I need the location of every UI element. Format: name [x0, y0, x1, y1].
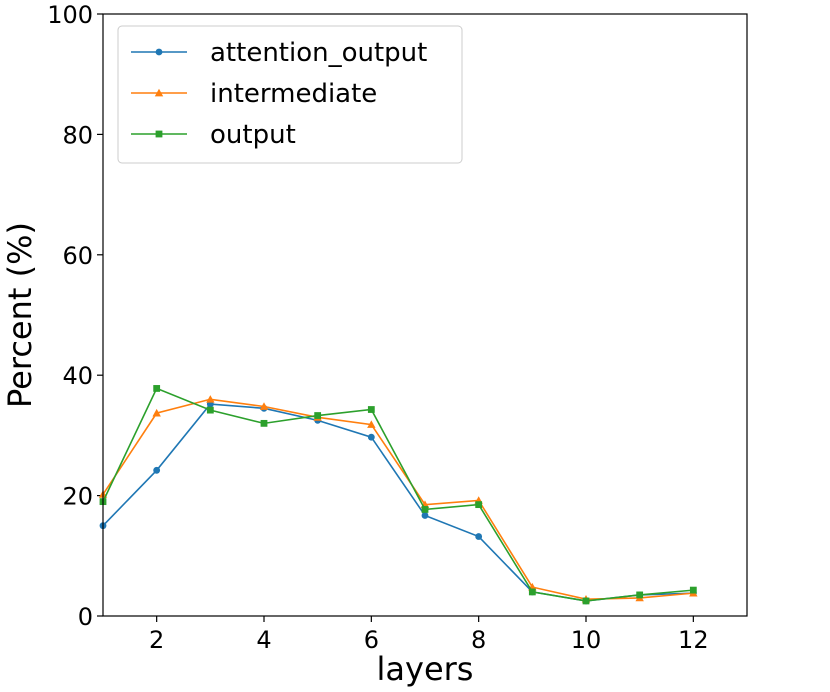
data-point [153, 466, 161, 474]
data-point [475, 501, 483, 509]
series-attention-output [99, 400, 697, 605]
data-point [367, 406, 375, 413]
legend-label: output [210, 120, 296, 150]
data-point [314, 412, 322, 419]
x-tick-label: 2 [149, 626, 164, 654]
data-point [206, 406, 214, 414]
legend-item: output [131, 120, 296, 150]
series-layer [98, 385, 698, 605]
series-line [102, 398, 694, 600]
x-tick-label: 6 [364, 626, 379, 654]
legend-label: attention_output [210, 38, 427, 68]
x-tick-label: 10 [571, 626, 602, 654]
y-tick-label: 100 [47, 1, 93, 29]
legend-marker [155, 130, 163, 138]
y-axis-label: Percent (%) [1, 222, 39, 408]
data-point [259, 402, 269, 410]
legend-marker [154, 88, 164, 97]
data-point [421, 506, 429, 513]
x-tick-label: 12 [678, 626, 709, 654]
legend-item: intermediate [131, 79, 377, 109]
y-tick-label: 20 [62, 483, 93, 511]
data-point [152, 408, 161, 417]
data-point [475, 533, 483, 540]
series-intermediate [98, 395, 698, 603]
data-point [153, 385, 161, 392]
series-line [102, 387, 694, 602]
data-point [582, 597, 590, 605]
data-point [367, 420, 376, 428]
legend: attention_output intermediate output [117, 25, 463, 164]
data-point [636, 591, 644, 599]
legend-box [117, 25, 463, 164]
x-tick-label: 8 [471, 626, 486, 654]
y-tick-label: 60 [62, 242, 93, 270]
series-line [102, 403, 694, 602]
data-point [421, 512, 429, 519]
y-tick-label: 80 [62, 121, 93, 149]
data-point [206, 395, 215, 403]
y-tick-label: 0 [78, 603, 93, 631]
series-output [99, 385, 697, 605]
data-point [528, 588, 536, 596]
legend-marker [155, 48, 163, 56]
legend-item: attention_output [131, 38, 427, 68]
plot-frame [102, 13, 748, 617]
x-tick-label: 4 [256, 626, 271, 654]
y-tick-label: 40 [62, 362, 93, 390]
data-point [367, 433, 375, 441]
tick-layer: 2 4 6 8 10 12 0 20 40 60 80 100 [47, 1, 708, 654]
data-point [689, 586, 697, 594]
x-axis-label: layers [377, 650, 474, 688]
legend-label: intermediate [210, 79, 377, 109]
data-point [260, 419, 268, 427]
